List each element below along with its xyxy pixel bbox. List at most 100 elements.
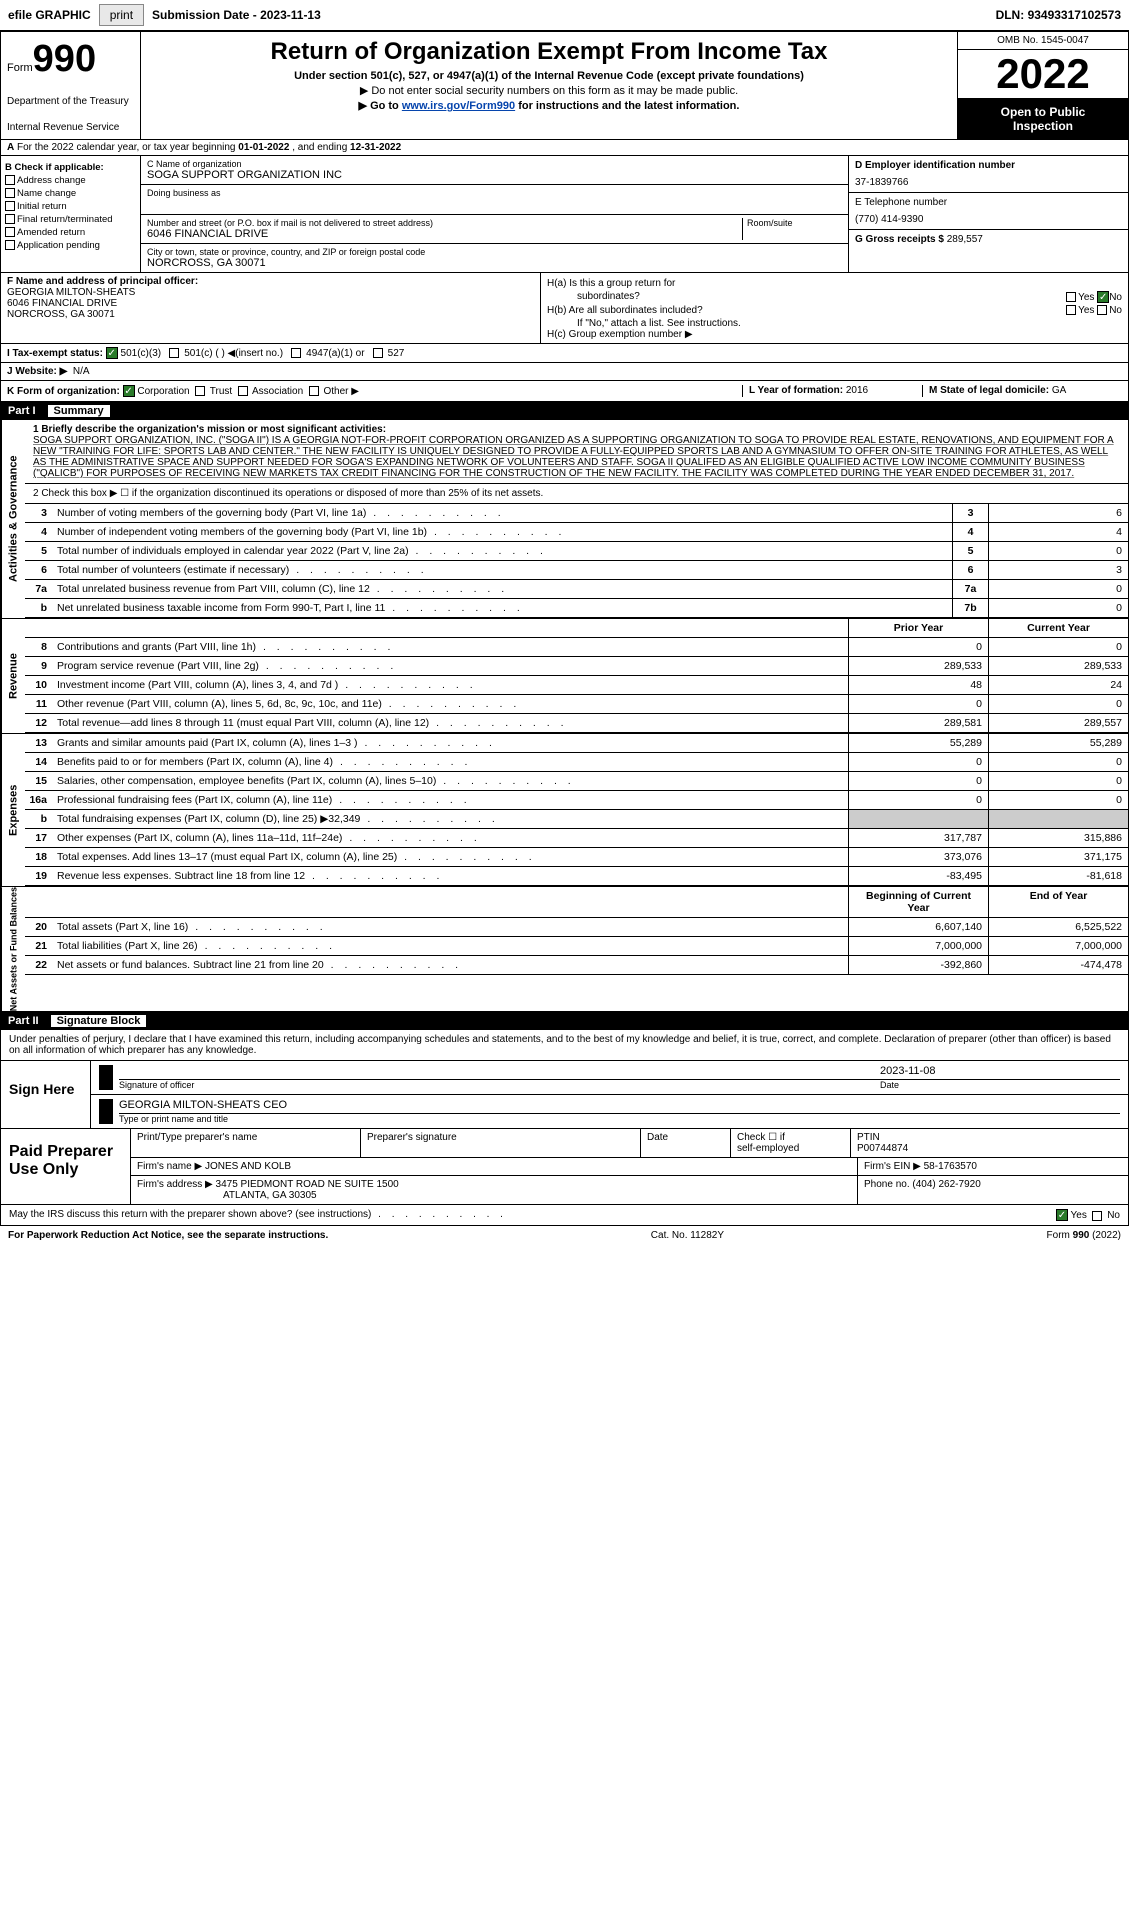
firm-name: JONES AND KOLB: [205, 1161, 291, 1172]
addr-label: Number and street (or P.O. box if mail i…: [147, 218, 742, 228]
phone-label: E Telephone number: [855, 197, 1122, 208]
checkbox-application-pending[interactable]: [5, 240, 15, 250]
line-prior: 0: [848, 695, 988, 713]
row-k-label: K Form of organization:: [7, 386, 120, 397]
vtab-netassets: Net Assets or Fund Balances: [1, 887, 25, 1011]
firm-addr2: ATLANTA, GA 30305: [223, 1190, 851, 1201]
chk-trust[interactable]: [195, 386, 205, 396]
org-name-label: C Name of organization: [147, 159, 842, 169]
ha-label: H(a) Is this a group return for: [547, 278, 675, 289]
line-current: 0: [988, 638, 1128, 656]
efile-label: efile GRAPHIC: [8, 8, 91, 22]
line-desc: Number of independent voting members of …: [53, 523, 952, 541]
line-num: 5: [25, 542, 53, 560]
line-num: 14: [25, 753, 53, 771]
officer-print-name: GEORGIA MILTON-SHEATS CEO: [119, 1099, 1120, 1113]
line-desc: Net unrelated business taxable income fr…: [53, 599, 952, 617]
line-prior: 289,533: [848, 657, 988, 675]
line-prior: 317,787: [848, 829, 988, 847]
chk-assoc[interactable]: [238, 386, 248, 396]
sig-date-label: Date: [880, 1079, 1120, 1090]
part2-header: Part II Signature Block: [0, 1012, 1129, 1030]
prep-name-label: Print/Type preparer's name: [131, 1129, 361, 1157]
firm-addr1: 3475 PIEDMONT ROAD NE SUITE 1500: [216, 1179, 399, 1190]
gross-receipts-label: G Gross receipts $: [855, 234, 947, 245]
discuss-no[interactable]: [1092, 1211, 1102, 1221]
chk-527[interactable]: [373, 348, 383, 358]
sig-officer-label: Signature of officer: [119, 1079, 880, 1090]
line-current: 24: [988, 676, 1128, 694]
org-name: SOGA SUPPORT ORGANIZATION INC: [147, 169, 842, 181]
part1-header: Part I Summary: [0, 402, 1129, 420]
checkbox-initial-return[interactable]: [5, 201, 15, 211]
checkbox-name-change[interactable]: [5, 188, 15, 198]
checkbox-amended[interactable]: [5, 227, 15, 237]
line-value: 0: [988, 580, 1128, 598]
ha-sub: subordinates?: [577, 291, 640, 303]
chk-corp[interactable]: ✓: [123, 385, 135, 397]
year-formation-label: L Year of formation:: [749, 385, 846, 396]
chk-501c[interactable]: [169, 348, 179, 358]
arrow-icon: [99, 1065, 113, 1090]
row-i-label: I Tax-exempt status:: [7, 348, 103, 359]
line-cn: 4: [952, 523, 988, 541]
chk-other[interactable]: [309, 386, 319, 396]
line-prior: 0: [848, 638, 988, 656]
hb-yes[interactable]: [1066, 305, 1076, 315]
submission-date: Submission Date - 2023-11-13: [152, 8, 321, 22]
line-num: 16a: [25, 791, 53, 809]
line-num: b: [25, 810, 53, 828]
line-prior: 0: [848, 791, 988, 809]
firm-addr-label: Firm's address ▶: [137, 1179, 216, 1190]
sig-date: 2023-11-08: [880, 1065, 1120, 1079]
line-num: 7a: [25, 580, 53, 598]
line-current: 289,557: [988, 714, 1128, 732]
officer-name: GEORGIA MILTON-SHEATS: [7, 287, 534, 298]
discuss-question: May the IRS discuss this return with the…: [9, 1209, 1056, 1221]
line-num: 10: [25, 676, 53, 694]
checkbox-final-return[interactable]: [5, 214, 15, 224]
firm-phone: (404) 262-7920: [912, 1179, 980, 1190]
line-num: 4: [25, 523, 53, 541]
col-begin-year: Beginning of Current Year: [848, 887, 988, 917]
irs-link[interactable]: www.irs.gov/Form990: [402, 100, 515, 112]
firm-phone-label: Phone no.: [864, 1179, 912, 1190]
ha-no[interactable]: ✓: [1097, 291, 1109, 303]
line-current: -81,618: [988, 867, 1128, 885]
chk-4947[interactable]: [291, 348, 301, 358]
footer-mid: Cat. No. 11282Y: [651, 1230, 724, 1241]
line-desc: Revenue less expenses. Subtract line 18 …: [53, 867, 848, 885]
year-formation: 2016: [846, 385, 868, 396]
line-value: 4: [988, 523, 1128, 541]
line-num: 3: [25, 504, 53, 522]
vtab-activities: Activities & Governance: [1, 420, 25, 618]
line-desc: Salaries, other compensation, employee b…: [53, 772, 848, 790]
officer-label: F Name and address of principal officer:: [7, 276, 534, 287]
line-current: 55,289: [988, 734, 1128, 752]
tax-year: 2022: [958, 50, 1128, 99]
line-prior: 55,289: [848, 734, 988, 752]
officer-addr1: 6046 FINANCIAL DRIVE: [7, 298, 534, 309]
line-desc: Total number of volunteers (estimate if …: [53, 561, 952, 579]
line-value: 6: [988, 504, 1128, 522]
discuss-yes[interactable]: ✓: [1056, 1209, 1068, 1221]
chk-501c3[interactable]: ✓: [106, 347, 118, 359]
ein-value: 37-1839766: [855, 177, 1122, 188]
line-desc: Net assets or fund balances. Subtract li…: [53, 956, 848, 974]
prep-date-label: Date: [641, 1129, 731, 1157]
top-bar: efile GRAPHIC print Submission Date - 20…: [0, 0, 1129, 31]
line-cn: 6: [952, 561, 988, 579]
line-desc: Other revenue (Part VIII, column (A), li…: [53, 695, 848, 713]
ha-yes[interactable]: [1066, 292, 1076, 302]
line-current: [988, 810, 1128, 828]
hb-no[interactable]: [1097, 305, 1107, 315]
checkbox-address-change[interactable]: [5, 175, 15, 185]
col-current-year: Current Year: [988, 619, 1128, 637]
line-prior: 6,607,140: [848, 918, 988, 936]
print-button[interactable]: print: [99, 4, 144, 26]
line-prior: 373,076: [848, 848, 988, 866]
form-label: Form: [7, 62, 33, 74]
line-desc: Professional fundraising fees (Part IX, …: [53, 791, 848, 809]
line-current: 0: [988, 791, 1128, 809]
line-prior: 0: [848, 772, 988, 790]
